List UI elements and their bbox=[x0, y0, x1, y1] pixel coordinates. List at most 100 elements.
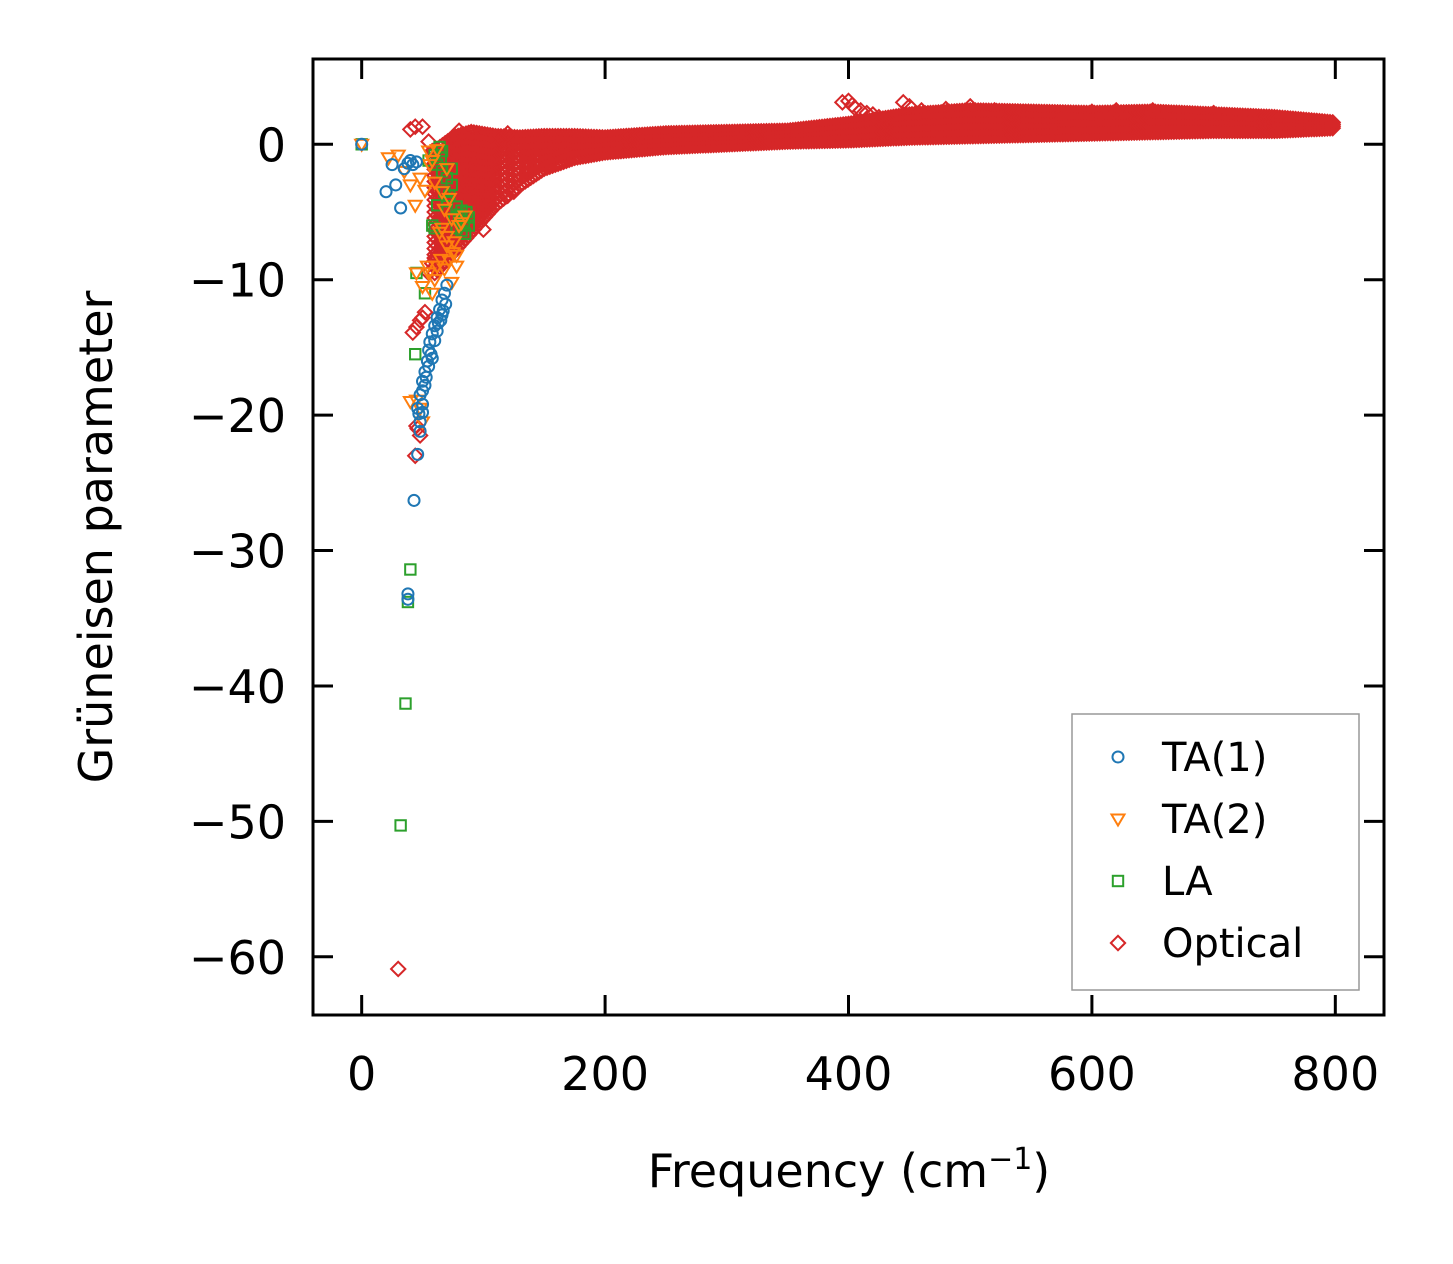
data-layer bbox=[353, 92, 1342, 978]
legend-entry: TA(2) bbox=[1109, 797, 1267, 843]
triangle-point bbox=[416, 184, 434, 199]
optical-point bbox=[486, 179, 505, 197]
x-axis: 0 200 400 600 800 bbox=[347, 59, 1379, 1101]
triangle-point bbox=[438, 163, 456, 178]
triangle-point bbox=[432, 253, 450, 268]
y-axis: 0 −10 −20 −30 −40 −50 −60 bbox=[189, 118, 1384, 985]
optical-point bbox=[985, 101, 1004, 120]
circle-point bbox=[413, 424, 427, 438]
square-point bbox=[394, 819, 407, 832]
y-tick-label: −40 bbox=[189, 660, 286, 714]
legend-entry: Optical bbox=[1109, 921, 1303, 967]
triangle-point bbox=[441, 192, 458, 207]
triangle-point bbox=[428, 144, 446, 159]
optical-point bbox=[1324, 115, 1342, 133]
triangle-point bbox=[419, 260, 436, 275]
circle-point bbox=[389, 178, 403, 192]
circle-point bbox=[411, 401, 425, 415]
square-point bbox=[404, 563, 417, 576]
optical-point bbox=[937, 100, 955, 118]
triangle-point bbox=[443, 276, 460, 291]
legend-label: LA bbox=[1162, 859, 1213, 905]
triangle-point bbox=[433, 222, 451, 237]
legend-marker bbox=[1111, 874, 1125, 888]
x-tick-label: 200 bbox=[561, 1047, 649, 1101]
triangle-point bbox=[408, 267, 425, 282]
optical-point bbox=[389, 960, 407, 978]
optical-point bbox=[1083, 103, 1101, 121]
circle-point bbox=[416, 384, 430, 398]
triangle-point bbox=[420, 267, 437, 282]
triangle-point bbox=[406, 199, 424, 214]
legend-box bbox=[1071, 713, 1360, 991]
optical-point bbox=[474, 221, 492, 239]
circle-point bbox=[412, 407, 426, 421]
triangle-point bbox=[420, 145, 437, 160]
triangle-point bbox=[433, 186, 451, 201]
optical-point bbox=[468, 162, 486, 180]
circle-point bbox=[435, 308, 449, 322]
triangle-point bbox=[436, 263, 453, 278]
x-tick-label: 800 bbox=[1291, 1047, 1379, 1101]
optical-point bbox=[961, 97, 979, 115]
optical-point bbox=[406, 447, 424, 465]
triangle-point bbox=[456, 210, 474, 225]
square-point bbox=[409, 347, 422, 361]
legend-label: Optical bbox=[1162, 921, 1303, 967]
optical-point bbox=[413, 309, 432, 327]
triangle-point bbox=[389, 149, 407, 164]
triangle-point bbox=[402, 179, 419, 194]
legend-marker bbox=[1111, 750, 1125, 764]
triangle-point bbox=[411, 172, 429, 187]
optical-point bbox=[547, 133, 565, 151]
optical-point bbox=[486, 146, 505, 164]
optical-point bbox=[1205, 104, 1223, 122]
y-tick-label: 0 bbox=[257, 118, 286, 172]
legend-entry: LA bbox=[1111, 859, 1213, 905]
y-tick-label: −50 bbox=[189, 795, 286, 849]
optical-point bbox=[1107, 101, 1125, 120]
legend-marker bbox=[1109, 934, 1127, 952]
circle-point bbox=[411, 447, 425, 461]
circle-point bbox=[394, 201, 408, 215]
legend: TA(1) TA(2) LA Optical bbox=[1071, 713, 1360, 991]
triangle-point bbox=[448, 249, 465, 264]
legend-label: TA(1) bbox=[1161, 735, 1267, 781]
optical-point bbox=[1144, 101, 1162, 120]
optical-point bbox=[900, 97, 918, 115]
optical-point bbox=[833, 93, 851, 111]
optical-point bbox=[404, 323, 422, 342]
x-tick-label: 600 bbox=[1048, 1047, 1136, 1101]
circle-point bbox=[440, 278, 454, 292]
circle-point bbox=[401, 592, 415, 606]
legend-label: TA(2) bbox=[1161, 797, 1267, 843]
square-point bbox=[399, 697, 412, 710]
triangle-point bbox=[424, 287, 441, 302]
triangle-point bbox=[424, 155, 441, 170]
x-axis-label: Frequency (cm−1) bbox=[648, 1142, 1051, 1198]
x-axis-label-main: Frequency (cm bbox=[648, 1144, 988, 1198]
optical-point bbox=[407, 417, 426, 435]
legend-marker bbox=[1109, 813, 1127, 828]
optical-point bbox=[480, 189, 499, 208]
x-tick-label: 0 bbox=[347, 1047, 376, 1101]
optical-point bbox=[462, 169, 480, 187]
x-tick-label: 400 bbox=[805, 1047, 893, 1101]
optical-point bbox=[456, 183, 474, 201]
optical-point bbox=[858, 104, 876, 122]
optical-point bbox=[912, 101, 931, 120]
optical-point bbox=[535, 131, 553, 149]
circle-point bbox=[431, 316, 445, 330]
optical-point bbox=[870, 108, 888, 126]
optical-point bbox=[468, 131, 486, 149]
circle-point bbox=[409, 155, 423, 169]
optical-point bbox=[499, 124, 517, 143]
x-axis-label-sup: −1 bbox=[988, 1142, 1032, 1177]
triangle-point bbox=[426, 176, 443, 191]
optical-point bbox=[456, 128, 474, 147]
y-tick-label: −30 bbox=[189, 525, 286, 579]
y-tick-label: −60 bbox=[189, 931, 286, 985]
circle-point bbox=[379, 185, 393, 199]
circle-point bbox=[413, 415, 427, 429]
